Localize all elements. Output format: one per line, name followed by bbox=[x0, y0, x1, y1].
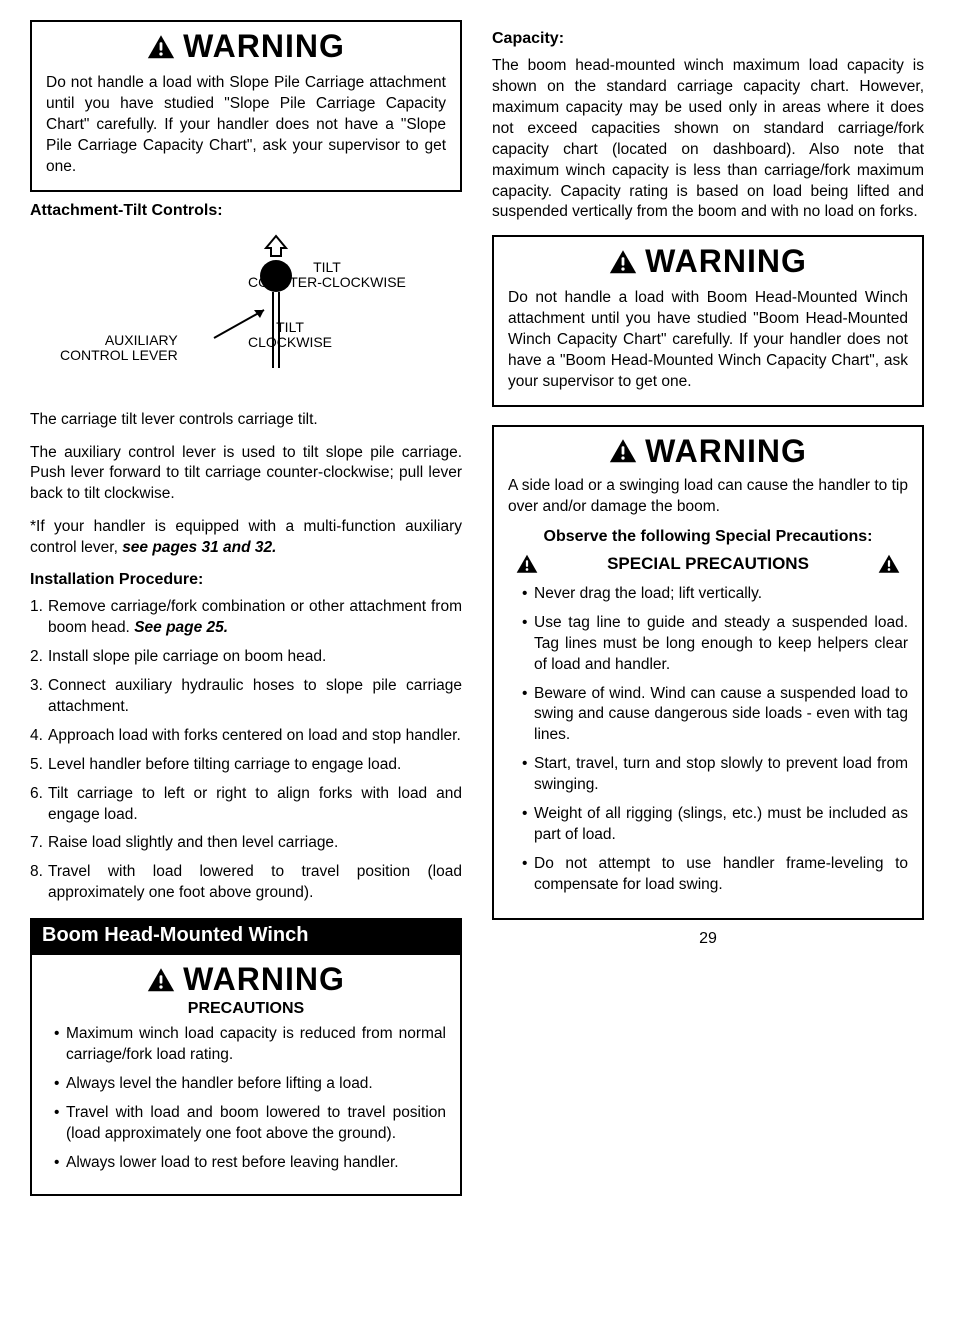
side-load-text: A side load or a swinging load can cause… bbox=[508, 476, 908, 518]
list-item: Weight of all rigging (slings, etc.) mus… bbox=[522, 804, 908, 846]
warning-title: WARNING bbox=[645, 433, 807, 470]
list-item: Raise load slightly and then level carri… bbox=[30, 833, 462, 854]
warning-body-text: Do not handle a load with Slope Pile Car… bbox=[32, 67, 460, 190]
para-aux-lever: The auxiliary control lever is used to t… bbox=[30, 443, 462, 506]
precautions-subheading: PRECAUTIONS bbox=[32, 1000, 460, 1018]
list-item: Use tag line to guide and steady a suspe… bbox=[522, 613, 908, 676]
list-item: Level handler before tilting carriage to… bbox=[30, 755, 462, 776]
tilt-cw-label: TILTCLOCKWISE bbox=[248, 320, 332, 351]
warning-triangle-icon bbox=[516, 554, 538, 574]
installation-heading: Installation Procedure: bbox=[30, 571, 462, 589]
list-item: Never drag the load; lift vertically. bbox=[522, 584, 908, 605]
special-precautions-list: Never drag the load; lift vertically. Use… bbox=[508, 584, 908, 896]
list-item: Install slope pile carriage on boom head… bbox=[30, 647, 462, 668]
para-multifunction: *If your handler is equipped with a mult… bbox=[30, 517, 462, 559]
tilt-controls-diagram: TILTCOUNTER-CLOCKWISE TILTCLOCKWISE AUXI… bbox=[30, 228, 462, 398]
aux-lever-label: AUXILIARYCONTROL LEVER bbox=[60, 333, 178, 364]
special-precautions-row: SPECIAL PRECAUTIONS bbox=[508, 554, 908, 574]
list-item: Connect auxiliary hydraulic hoses to slo… bbox=[30, 676, 462, 718]
list-item: Travel with load and boom lowered to tra… bbox=[54, 1103, 446, 1145]
list-item: Always lower load to rest before leaving… bbox=[54, 1153, 446, 1174]
warning-box-precautions: WARNING PRECAUTIONS Maximum winch load c… bbox=[30, 953, 462, 1196]
page-number: 29 bbox=[492, 930, 924, 948]
warning-title: WARNING bbox=[183, 961, 345, 998]
warning-box-slope-pile: WARNING Do not handle a load with Slope … bbox=[30, 20, 462, 192]
list-item: Approach load with forks centered on loa… bbox=[30, 726, 462, 747]
special-precautions-label: SPECIAL PRECAUTIONS bbox=[607, 554, 809, 574]
warning-body-text: Do not handle a load with Boom Head-Moun… bbox=[494, 282, 922, 405]
list-item: Travel with load lowered to travel posit… bbox=[30, 862, 462, 904]
tilt-ccw-label: TILTCOUNTER-CLOCKWISE bbox=[248, 260, 406, 291]
warning-triangle-icon bbox=[878, 554, 900, 574]
capacity-heading: Capacity: bbox=[492, 30, 924, 48]
warning-triangle-icon bbox=[147, 34, 175, 60]
para-carriage-tilt: The carriage tilt lever controls carriag… bbox=[30, 410, 462, 431]
attachment-tilt-heading: Attachment-Tilt Controls: bbox=[30, 202, 462, 220]
list-item: Always level the handler before lifting … bbox=[54, 1074, 446, 1095]
list-item: Beware of wind. Wind can cause a suspend… bbox=[522, 684, 908, 747]
installation-steps: Remove carriage/fork combination or othe… bbox=[30, 597, 462, 904]
boom-head-bar: Boom Head-Mounted Winch bbox=[30, 918, 462, 953]
warning-box-winch-chart: WARNING Do not handle a load with Boom H… bbox=[492, 235, 924, 407]
warning-triangle-icon bbox=[147, 967, 175, 993]
left-column: WARNING Do not handle a load with Slope … bbox=[30, 20, 462, 1206]
capacity-body: The boom head-mounted winch maximum load… bbox=[492, 56, 924, 223]
warning-box-special: WARNING A side load or a swinging load c… bbox=[492, 425, 924, 920]
precautions-list: Maximum winch load capacity is reduced f… bbox=[32, 1024, 460, 1194]
warning-triangle-icon bbox=[609, 249, 637, 275]
list-item: Do not attempt to use handler frame-leve… bbox=[522, 854, 908, 896]
warning-title: WARNING bbox=[645, 243, 807, 280]
warning-triangle-icon bbox=[609, 438, 637, 464]
right-column: Capacity: The boom head-mounted winch ma… bbox=[492, 20, 924, 1206]
list-item: Remove carriage/fork combination or othe… bbox=[30, 597, 462, 639]
list-item: Maximum winch load capacity is reduced f… bbox=[54, 1024, 446, 1066]
observe-heading: Observe the following Special Precaution… bbox=[508, 528, 908, 546]
warning-title: WARNING bbox=[183, 28, 345, 65]
list-item: Start, travel, turn and stop slowly to p… bbox=[522, 754, 908, 796]
list-item: Tilt carriage to left or right to align … bbox=[30, 784, 462, 826]
tilt-diagram-svg bbox=[106, 228, 386, 398]
